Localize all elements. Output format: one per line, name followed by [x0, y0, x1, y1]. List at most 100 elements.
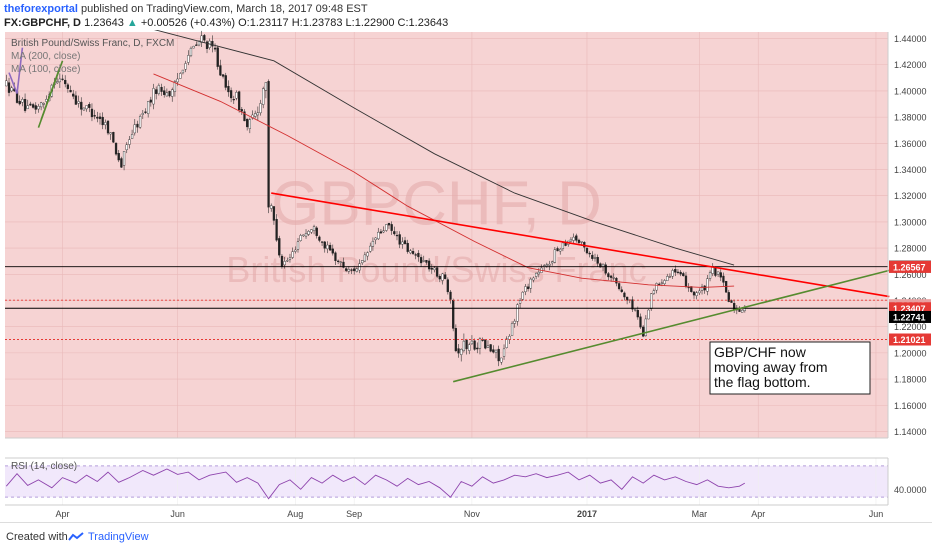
candle [537, 271, 540, 275]
candle [109, 132, 112, 135]
candle [237, 91, 241, 111]
candle [320, 241, 324, 243]
candle [155, 89, 158, 94]
candle [446, 279, 449, 293]
candle [438, 276, 441, 280]
candle [106, 120, 110, 134]
candle [553, 249, 557, 263]
candle [259, 103, 262, 114]
candle [417, 252, 420, 258]
chart-footer: Created with TradingView [0, 522, 932, 551]
candle [256, 112, 259, 116]
time-tick-label: 2017 [577, 509, 597, 519]
candle [460, 349, 463, 355]
candle [294, 249, 297, 252]
tradingview-logo-icon [68, 532, 84, 541]
candle [374, 237, 377, 241]
published-text: published on TradingView.com, March 18, … [81, 3, 368, 15]
candle [189, 47, 193, 56]
candle [165, 92, 169, 97]
candle [90, 108, 94, 118]
candle [353, 268, 356, 272]
ma100-line [153, 73, 735, 288]
candle [433, 267, 436, 271]
candle [497, 348, 500, 362]
candle [727, 292, 730, 302]
candle [80, 101, 83, 110]
candle [719, 272, 722, 278]
candle [465, 339, 468, 350]
candle [741, 309, 744, 313]
candle [706, 278, 709, 292]
candle [612, 277, 615, 279]
candle [366, 252, 369, 257]
candle [122, 151, 126, 166]
price-tick-label: 1.26000 [894, 270, 927, 280]
candle [26, 105, 29, 109]
candle [211, 41, 214, 47]
candle [64, 79, 67, 85]
candle [623, 292, 626, 298]
candle [168, 91, 171, 97]
annotation-box [709, 341, 871, 395]
candle [85, 105, 88, 110]
candle [625, 296, 629, 301]
candle [229, 90, 233, 99]
candle [23, 98, 27, 111]
candle [444, 274, 447, 279]
candle [262, 88, 265, 105]
candle [524, 286, 527, 293]
candle [535, 272, 538, 277]
candle [500, 357, 503, 363]
candle [160, 86, 163, 92]
candle [149, 99, 152, 103]
candle [617, 283, 621, 290]
candle [695, 292, 698, 296]
candle [716, 271, 720, 275]
price-label-text: 1.21021 [893, 335, 926, 345]
price-tick-label: 1.32000 [894, 191, 927, 201]
candle [692, 291, 696, 296]
price-tick-label: 1.30000 [894, 217, 927, 227]
candle [449, 291, 452, 300]
candle [21, 99, 24, 103]
candle [227, 86, 230, 93]
time-tick-label: Jun [170, 509, 185, 519]
time-tick-label: Apr [56, 509, 70, 519]
candle [328, 244, 332, 251]
time-tick-label: Apr [751, 509, 765, 519]
candle [411, 251, 415, 254]
candle [551, 261, 554, 264]
candle [93, 115, 96, 117]
candle [529, 278, 532, 289]
legend-entry: British Pound/Swiss Franc, D, FXCM [11, 38, 174, 49]
candle [470, 340, 474, 345]
candle [310, 229, 313, 233]
candle [69, 89, 72, 93]
candle [184, 63, 187, 70]
tradingview-link[interactable]: TradingView [88, 531, 149, 543]
candle [267, 81, 270, 208]
candle [331, 248, 334, 254]
candle [422, 260, 425, 262]
candle [703, 285, 706, 291]
candle [355, 268, 358, 272]
watermark-symbol: GBPCHF, D [271, 170, 602, 239]
candle [478, 338, 482, 349]
candle [152, 88, 155, 105]
candle [240, 109, 243, 112]
candle [219, 65, 222, 76]
price-label-text: 1.22741 [893, 312, 926, 322]
author-link[interactable]: theforexportal [4, 3, 78, 15]
price-tick-label: 1.22000 [894, 322, 927, 332]
price-change: +0.00526 (+0.43%) [140, 17, 236, 29]
candle [246, 118, 249, 128]
candle [518, 300, 522, 304]
candle [526, 286, 530, 290]
candle [441, 273, 444, 281]
candle [393, 231, 396, 235]
candle [307, 231, 310, 235]
candle [559, 248, 562, 252]
symbol-info: FX:GBPCHF, D 1.23643 ▲ +0.00526 (+0.43%)… [4, 17, 448, 29]
